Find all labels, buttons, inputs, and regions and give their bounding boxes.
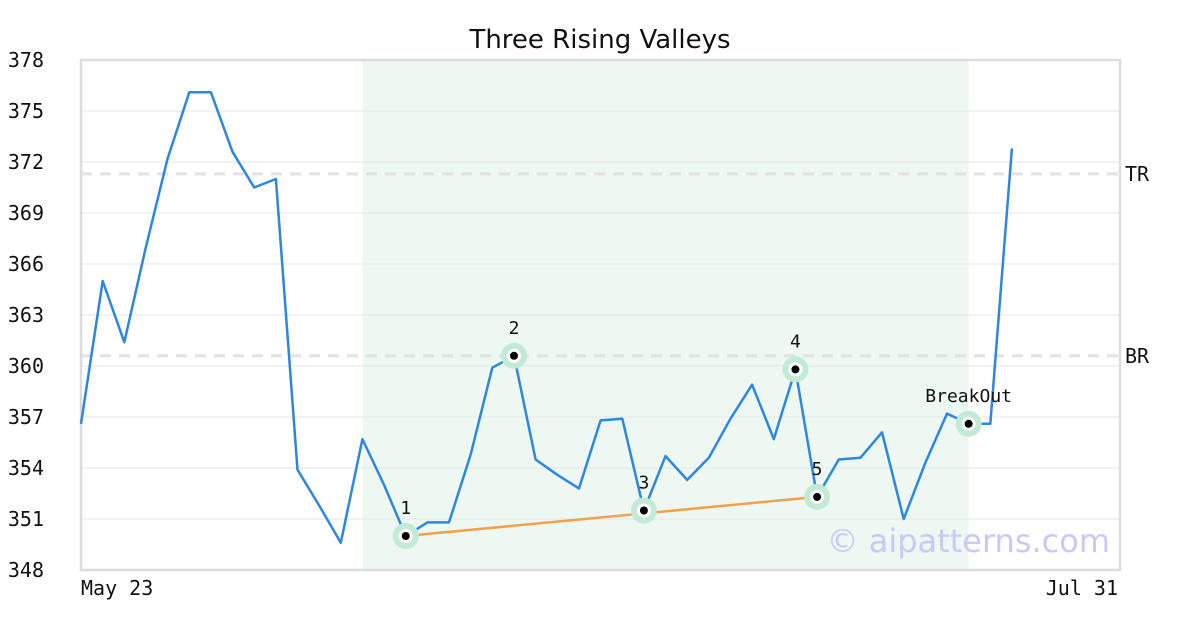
y-tick-369: 369: [8, 201, 44, 225]
x-tick-start: May 23: [81, 576, 153, 600]
y-tick-354: 354: [8, 456, 44, 480]
ref-label-tr: TR: [1125, 162, 1150, 186]
point-label-3: 3: [638, 473, 649, 494]
pattern-points: 1 2 3 4 5 BreakOut: [392, 318, 1012, 549]
y-tick-375: 375: [8, 99, 44, 123]
chart-title: Three Rising Valleys: [468, 25, 730, 55]
point-label-breakout: BreakOut: [925, 386, 1012, 407]
point-dot-1: [401, 532, 410, 540]
ref-label-br: BR: [1125, 344, 1150, 368]
watermark: © aipatterns.com: [827, 522, 1110, 560]
point-dot-4: [791, 365, 800, 374]
point-label-1: 1: [400, 498, 411, 519]
y-tick-372: 372: [8, 150, 44, 174]
point-dot-2: [510, 351, 518, 360]
y-axis: 348 351 354 357 360 363 366 369 372 375 378: [8, 48, 44, 582]
y-tick-378: 378: [8, 48, 44, 72]
point-label-4: 4: [790, 331, 801, 352]
y-tick-348: 348: [8, 558, 44, 582]
point-label-2: 2: [509, 318, 520, 339]
y-tick-351: 351: [8, 507, 44, 531]
point-label-5: 5: [812, 459, 823, 480]
plot-frame: [79, 58, 1122, 572]
y-tick-357: 357: [8, 405, 44, 429]
x-tick-end: Jul 31: [1046, 576, 1118, 600]
trendline: [405, 495, 818, 538]
point-dot-5: [813, 492, 822, 501]
point-dot-3: [639, 506, 648, 515]
price-line: [79, 91, 1014, 545]
point-dot-breakout: [964, 419, 973, 428]
y-tick-363: 363: [8, 303, 44, 327]
reference-lines: TR BR: [81, 162, 1150, 368]
y-tick-360: 360: [8, 354, 44, 378]
y-tick-366: 366: [8, 252, 44, 276]
